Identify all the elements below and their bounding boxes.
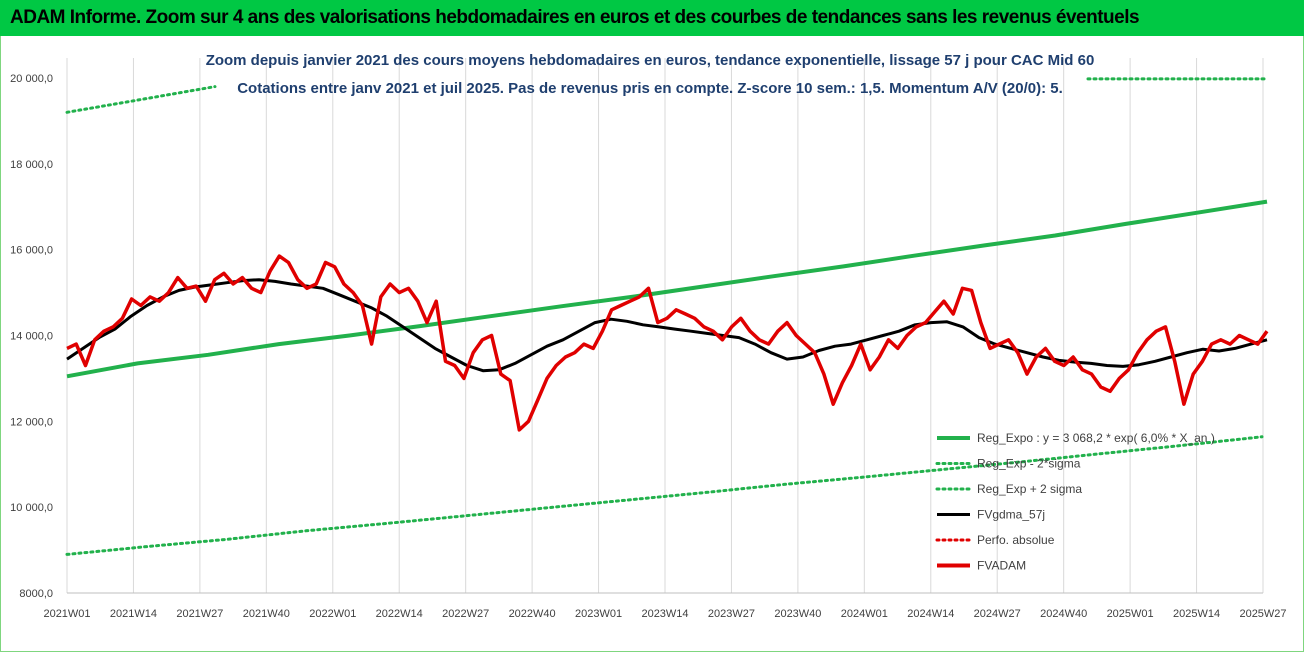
legend-label: FVgdma_57j	[977, 508, 1045, 522]
legend-label: FVADAM	[977, 559, 1026, 573]
y-tick-label: 18 000,0	[10, 159, 53, 171]
x-tick-label: 2021W40	[243, 608, 290, 620]
series-line-reg-exp-2	[65, 85, 217, 114]
y-tick-label: 16 000,0	[10, 245, 53, 257]
banner-title: ADAM Informe. Zoom sur 4 ans des valoris…	[10, 7, 1140, 28]
legend-label: Reg_Exp + 2 sigma	[977, 482, 1082, 496]
series-line-reg-exp-1	[65, 435, 1264, 556]
axes: 2021W01 2021W14 2021W27 2021W40 2022W01 2022W…	[10, 73, 1286, 620]
x-tick-label: 2024W40	[1040, 608, 1087, 620]
x-tick-label: 2022W14	[376, 608, 423, 620]
x-tick-label: 2023W27	[708, 608, 755, 620]
x-tick-label: 2023W40	[774, 608, 821, 620]
x-tick-label: 2021W14	[110, 608, 157, 620]
x-tick-label: 2021W27	[176, 608, 223, 620]
y-tick-label: 20 000,0	[10, 73, 53, 85]
x-tick-label: 2024W01	[841, 608, 888, 620]
y-tick-label: 10 000,0	[10, 502, 53, 514]
legend: Reg_Expo : y = 3 068,2 * exp( 6,0% * X_a…	[935, 431, 1215, 573]
series-line-fvadam-5	[66, 254, 1269, 432]
y-tick-label: 8000,0	[19, 588, 53, 600]
x-tick-label: 2023W01	[575, 608, 622, 620]
x-tick-label: 2025W14	[1173, 608, 1220, 620]
x-tick-label: 2022W01	[309, 608, 356, 620]
legend-label: Reg_Exp - 2*sigma	[977, 457, 1081, 471]
series-layer	[65, 77, 1269, 556]
y-tick-label: 12 000,0	[10, 416, 53, 428]
x-tick-label: 2022W27	[442, 608, 489, 620]
series-line-reg-expo-0	[66, 199, 1268, 379]
x-tick-label: 2022W40	[509, 608, 556, 620]
x-tick-label: 2024W27	[974, 608, 1021, 620]
chart-title: Zoom depuis janvier 2021 des cours moyen…	[206, 52, 1095, 69]
x-tick-label: 2021W01	[43, 608, 90, 620]
x-tick-label: 2025W01	[1107, 608, 1154, 620]
legend-label: Perfo. absolue	[977, 533, 1055, 547]
x-tick-label: 2025W27	[1239, 608, 1286, 620]
legend-label: Reg_Expo : y = 3 068,2 * exp( 6,0% * X_a…	[977, 431, 1215, 445]
y-tick-label: 14 000,0	[10, 331, 53, 343]
x-tick-label: 2023W14	[641, 608, 688, 620]
title-banner: ADAM Informe. Zoom sur 4 ans des valoris…	[0, 0, 1304, 36]
chart-subtitle: Cotations entre janv 2021 et juil 2025. …	[237, 80, 1063, 97]
x-tick-label: 2024W14	[907, 608, 954, 620]
